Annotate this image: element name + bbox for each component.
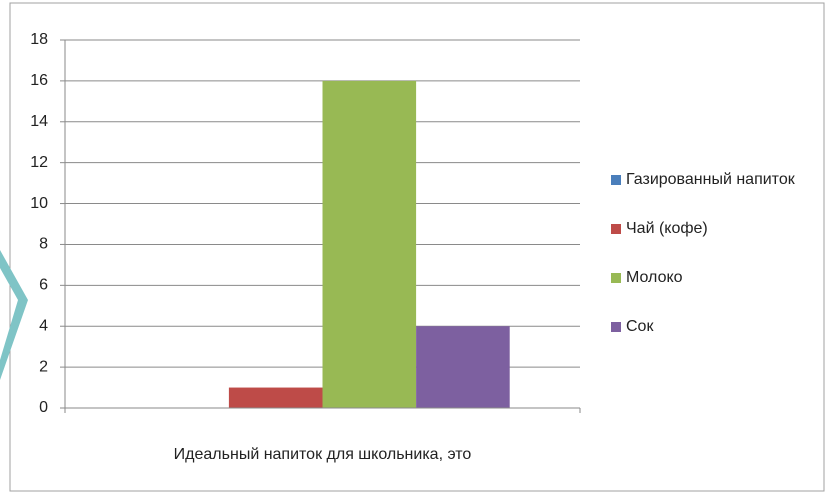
legend-swatch bbox=[611, 175, 621, 185]
y-tick-label: 6 bbox=[39, 277, 48, 294]
legend-label: Сок bbox=[626, 318, 654, 335]
y-tick-label: 16 bbox=[30, 72, 48, 89]
bar bbox=[228, 387, 323, 408]
y-tick-label: 18 bbox=[30, 31, 48, 48]
y-tick-label: 12 bbox=[30, 154, 48, 171]
legend-swatch bbox=[611, 273, 621, 283]
legend-label: Чай (кофе) bbox=[626, 220, 708, 237]
y-tick-label: 4 bbox=[39, 317, 48, 334]
y-tick-label: 0 bbox=[39, 399, 48, 416]
y-tick-label: 14 bbox=[30, 113, 48, 130]
bar bbox=[416, 326, 510, 408]
legend-swatch bbox=[611, 224, 621, 234]
legend-swatch bbox=[611, 322, 621, 332]
y-tick-label: 8 bbox=[39, 236, 48, 253]
x-tick-label: Идеальный напиток для школьника, это bbox=[174, 446, 472, 463]
legend-label: Молоко bbox=[626, 269, 683, 286]
legend-label: Газированный напиток bbox=[626, 171, 796, 188]
y-tick-label: 2 bbox=[39, 358, 48, 375]
chart-frame bbox=[9, 2, 825, 492]
decoration bbox=[0, 250, 28, 380]
y-tick-label: 10 bbox=[30, 195, 48, 212]
bar bbox=[322, 80, 417, 408]
